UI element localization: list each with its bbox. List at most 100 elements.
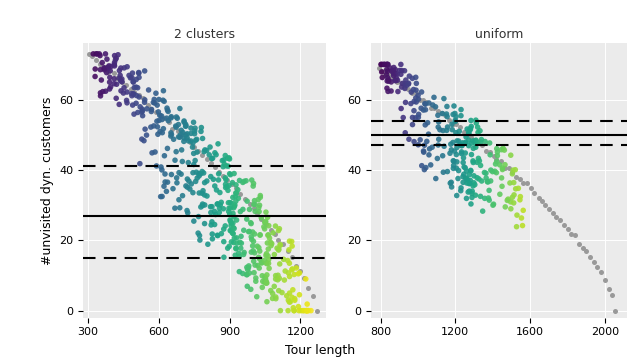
Point [422, 139, 432, 144]
Point [534, 195, 544, 200]
Point [388, 69, 398, 75]
Point [246, 220, 256, 226]
Point [509, 180, 519, 186]
Point [444, 117, 454, 123]
Point [172, 128, 182, 134]
Point [461, 175, 472, 181]
Point [421, 99, 431, 105]
Point [270, 223, 280, 229]
Point [479, 170, 490, 175]
Point [148, 123, 159, 129]
Point [422, 120, 433, 126]
Point [140, 126, 150, 132]
Point [236, 209, 246, 214]
Point [388, 75, 398, 81]
Point [92, 51, 102, 57]
Point [131, 77, 141, 82]
Point [231, 190, 241, 196]
Point [381, 67, 392, 73]
Point [106, 84, 116, 90]
Point [255, 248, 265, 254]
Point [285, 299, 295, 305]
Point [264, 265, 275, 271]
Point [246, 249, 257, 255]
Point [95, 90, 106, 96]
Point [232, 235, 242, 241]
Point [470, 144, 481, 150]
Point [146, 124, 156, 130]
Point [199, 149, 209, 155]
Point [114, 101, 124, 107]
Point [252, 294, 262, 300]
Point [159, 99, 170, 104]
Point [95, 67, 106, 73]
Point [500, 204, 510, 210]
Point [382, 69, 392, 74]
Point [251, 275, 261, 281]
Point [467, 140, 477, 146]
Point [466, 168, 476, 174]
Point [243, 229, 253, 235]
Point [94, 51, 104, 57]
Point [150, 149, 160, 155]
Point [274, 246, 284, 252]
Point [205, 174, 216, 179]
Point [158, 88, 168, 93]
Point [159, 183, 169, 189]
Point [417, 163, 427, 169]
Point [492, 158, 502, 164]
Point [257, 284, 268, 290]
Point [166, 114, 177, 119]
Point [122, 97, 132, 103]
Point [253, 255, 264, 260]
Point [498, 145, 508, 151]
Point [225, 200, 235, 205]
Point [98, 89, 108, 95]
Point [160, 179, 170, 185]
Point [509, 192, 519, 198]
Point [376, 61, 386, 67]
Point [210, 183, 220, 189]
Point [207, 155, 218, 161]
Point [206, 160, 216, 166]
Point [274, 275, 284, 281]
Point [168, 186, 178, 192]
Point [490, 153, 500, 158]
Point [391, 75, 401, 81]
Point [388, 73, 399, 78]
Point [473, 130, 483, 135]
Point [251, 278, 261, 284]
Point [463, 177, 473, 183]
Point [397, 68, 407, 73]
Point [205, 210, 216, 216]
Point [442, 104, 452, 109]
Point [154, 118, 164, 123]
Point [382, 61, 392, 67]
Point [283, 248, 293, 254]
Point [220, 161, 230, 167]
Point [215, 202, 225, 208]
Point [252, 210, 262, 216]
Point [116, 76, 127, 82]
Point [180, 132, 191, 138]
Point [386, 88, 396, 94]
Point [399, 68, 410, 74]
Point [100, 64, 111, 70]
Point [174, 197, 184, 203]
Point [219, 255, 229, 260]
Point [471, 137, 481, 143]
Point [396, 106, 406, 112]
Point [186, 125, 196, 131]
Point [157, 117, 167, 122]
Point [492, 149, 502, 155]
Point [220, 153, 230, 158]
Point [223, 187, 233, 193]
Point [157, 193, 167, 199]
Point [207, 204, 217, 210]
Point [459, 164, 469, 170]
Point [284, 290, 294, 296]
Point [406, 101, 416, 106]
Point [194, 170, 204, 176]
Point [212, 233, 223, 239]
Point [122, 100, 132, 106]
